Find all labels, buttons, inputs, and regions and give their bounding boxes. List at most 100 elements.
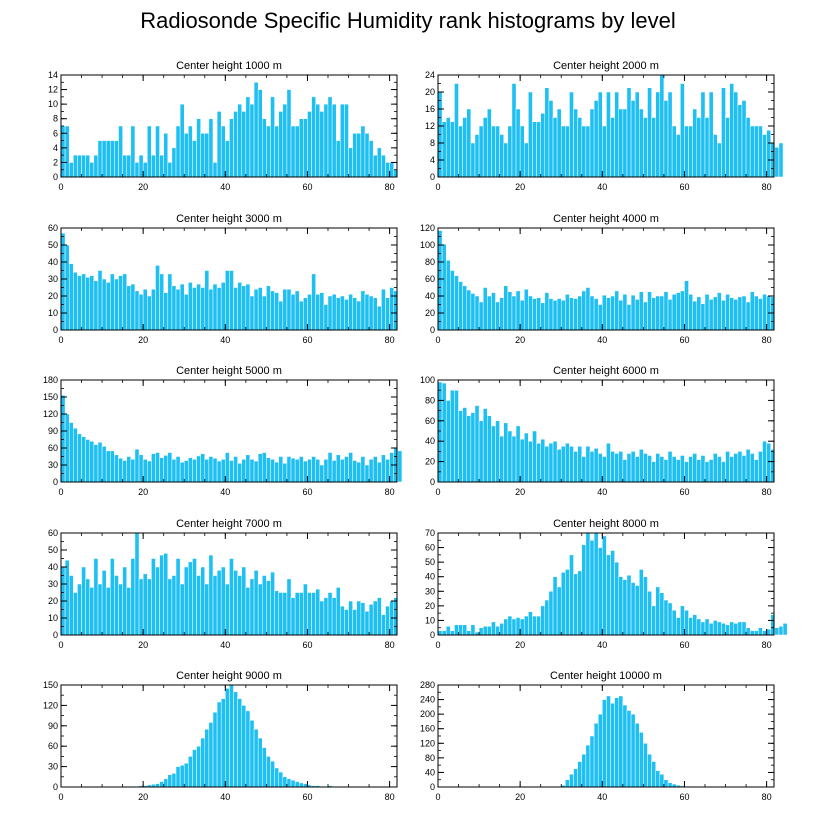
histogram-bar (89, 275, 95, 331)
histogram-bar (454, 624, 459, 636)
histogram-bar (253, 82, 259, 178)
histogram-bar (183, 133, 189, 178)
histogram-bar (782, 623, 788, 636)
histogram-bar (377, 461, 382, 483)
histogram-bar (327, 295, 333, 331)
histogram-bar (639, 108, 644, 178)
y-tick-label: 0 (53, 325, 58, 335)
histogram-bar (315, 588, 321, 636)
histogram-bar (323, 304, 329, 331)
histogram-bar (688, 125, 693, 178)
histogram-bar (253, 728, 259, 788)
histogram-bar (639, 291, 644, 331)
y-tick-label: 150 (43, 680, 58, 690)
histogram-bar (700, 621, 706, 636)
histogram-bar (671, 609, 677, 636)
histogram-bar (696, 459, 702, 483)
histogram-bar (192, 287, 197, 331)
histogram-bar (118, 457, 123, 483)
histogram-bar (577, 570, 583, 636)
histogram-bar (712, 620, 718, 636)
histogram-bar (171, 147, 177, 178)
x-tick-label: 0 (58, 487, 63, 497)
histogram-bar (688, 294, 693, 331)
histogram-bar (257, 583, 263, 636)
histogram-bar (454, 83, 459, 178)
histogram-bar (360, 456, 366, 483)
histogram-bar (528, 440, 533, 483)
x-tick-label: 20 (515, 640, 525, 650)
histogram-bar (495, 420, 500, 483)
y-tick-label: 100 (420, 375, 435, 385)
histogram-bar (630, 100, 636, 178)
x-tick-label: 0 (435, 640, 440, 650)
x-tick-label: 60 (302, 487, 312, 497)
histogram-bar (167, 774, 173, 788)
histogram-bar (220, 566, 226, 636)
histogram-bar (606, 695, 611, 788)
panel-6: Center height 6000 m 0 20 40 60 80 100 0 20 40 60 8… (420, 365, 776, 497)
y-tick-label: 60 (48, 741, 58, 751)
histogram-bar (441, 121, 447, 178)
histogram-bar (241, 566, 247, 636)
histogram-bar (491, 425, 496, 483)
histogram-bar (303, 583, 308, 636)
histogram-bar (245, 96, 251, 178)
histogram-bar (602, 699, 607, 788)
histogram-bar (614, 453, 619, 483)
histogram-bar (142, 459, 148, 483)
histogram-bar (597, 713, 603, 788)
histogram-bar (667, 782, 673, 788)
histogram-bar (470, 293, 476, 331)
histogram-bar (200, 566, 206, 636)
histogram-bar (556, 586, 562, 636)
histogram-bar (155, 566, 160, 636)
histogram-bar (597, 547, 603, 636)
histogram-bar (675, 134, 681, 178)
histogram-bar (573, 451, 578, 483)
histogram-bar (515, 290, 521, 331)
histogram-bar (680, 290, 685, 331)
histogram-bar (634, 723, 640, 788)
histogram-bar (134, 162, 140, 178)
histogram-bar (360, 125, 366, 178)
histogram-bar (134, 532, 140, 636)
histogram-bar (737, 451, 743, 483)
histogram-bar (331, 597, 337, 636)
histogram-bar (647, 291, 652, 331)
histogram-bar (675, 459, 681, 483)
histogram-bar (372, 456, 378, 483)
histogram-bar (64, 559, 70, 636)
x-tick-label: 20 (138, 182, 148, 192)
histogram-bar (138, 294, 144, 331)
x-tick-label: 60 (302, 335, 312, 345)
histogram-bar (544, 292, 550, 331)
histogram-bar (597, 91, 603, 178)
histogram-bar (712, 453, 718, 483)
x-tick-label: 80 (385, 182, 395, 192)
histogram-bar (585, 744, 591, 788)
histogram-bar (725, 624, 730, 636)
histogram-bar (97, 140, 103, 178)
histogram-bar (212, 575, 218, 636)
histogram-bar (130, 283, 136, 331)
histogram-bar (344, 609, 349, 636)
histogram-bar (659, 74, 665, 178)
histogram-bar (249, 459, 255, 483)
histogram-bar (602, 535, 607, 636)
histogram-bar (618, 576, 624, 636)
histogram-bar (290, 597, 296, 636)
x-tick-label: 40 (220, 182, 230, 192)
histogram-bar (651, 297, 656, 331)
y-tick-label: 30 (48, 762, 58, 772)
histogram-bar (85, 439, 91, 483)
histogram-bar (708, 623, 714, 636)
histogram-bar (626, 453, 632, 483)
x-tick-label: 40 (597, 640, 607, 650)
histogram-bar (110, 140, 115, 178)
y-tick-label: 0 (430, 477, 435, 487)
histogram-bar (589, 108, 595, 178)
histogram-bar (266, 125, 271, 178)
y-tick-label: 30 (48, 274, 58, 284)
histogram-bar (754, 459, 759, 483)
